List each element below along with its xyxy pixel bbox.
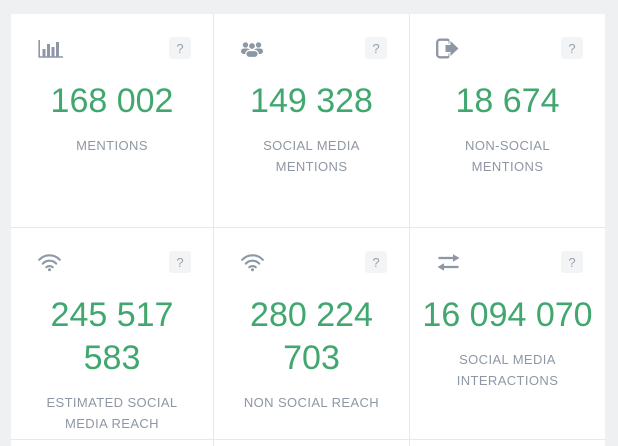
sign-out-icon [436, 38, 464, 60]
metric-value: 168 002 [50, 82, 174, 120]
card-mentions: ? 168 002 MENTIONS [11, 14, 213, 227]
help-button[interactable]: ? [561, 37, 583, 59]
card-non-social-reach: ? 280 224 703 NON SOCIAL REACH [214, 228, 409, 439]
users-icon [240, 38, 268, 60]
metric-value: 245 517 583 [50, 296, 174, 377]
card-estimated-social-media-reach: ? 245 517 583 ESTIMATED SOCIAL MEDIA REA… [11, 228, 213, 439]
bar-chart-icon [37, 38, 65, 60]
wifi-icon [240, 252, 268, 274]
metrics-grid: ? 168 002 MENTIONS ? 149 328 SOCIAL MEDI… [11, 14, 605, 446]
card-social-media-mentions: ? 149 328 SOCIAL MEDIA MENTIONS [214, 14, 409, 227]
metric-label: NON-SOCIAL MENTIONS [465, 137, 550, 174]
card-header: ? [11, 14, 213, 62]
help-button[interactable]: ? [365, 37, 387, 59]
metric-value: 280 224 703 [250, 296, 373, 377]
metric-label: ESTIMATED SOCIAL MEDIA REACH [46, 394, 178, 431]
help-button[interactable]: ? [169, 251, 191, 273]
metric-label: SOCIAL MEDIA INTERACTIONS [456, 351, 559, 388]
metric-label: MENTIONS [76, 137, 148, 153]
metric-label: NON SOCIAL REACH [243, 394, 380, 410]
card-partial [214, 440, 409, 446]
card-header: ? [214, 228, 409, 276]
card-social-media-interactions: ? 16 094 070 SOCIAL MEDIA INTERACTIONS [410, 228, 605, 439]
help-button[interactable]: ? [169, 37, 191, 59]
card-header: ? [11, 228, 213, 276]
metric-label: SOCIAL MEDIA MENTIONS [263, 137, 360, 174]
help-button[interactable]: ? [365, 251, 387, 273]
help-button[interactable]: ? [561, 251, 583, 273]
card-header: ? [214, 14, 409, 62]
metric-value: 149 328 [250, 82, 373, 120]
wifi-icon [37, 252, 65, 274]
card-header: ? [410, 14, 605, 62]
card-header: ? [410, 228, 605, 276]
card-partial [11, 440, 213, 446]
card-non-social-mentions: ? 18 674 NON-SOCIAL MENTIONS [410, 14, 605, 227]
exchange-icon [436, 252, 464, 274]
card-partial [410, 440, 605, 446]
metric-value: 18 674 [455, 82, 560, 120]
metric-value: 16 094 070 [422, 296, 593, 334]
